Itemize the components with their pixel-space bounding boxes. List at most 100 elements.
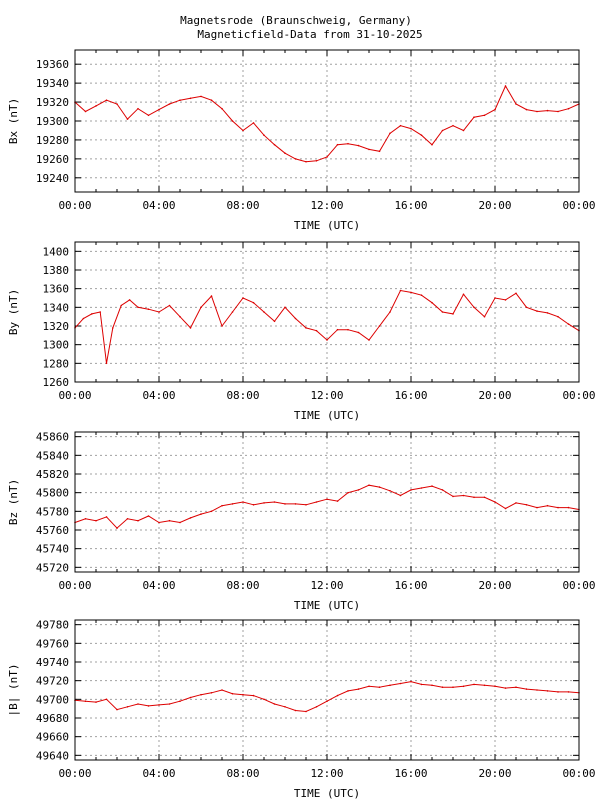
data-point — [567, 506, 570, 509]
data-point — [410, 680, 412, 683]
data-point — [326, 498, 328, 501]
data-point — [441, 489, 444, 491]
y-tick-label: 19360 — [36, 58, 69, 71]
y-tick-label: 45840 — [36, 449, 69, 462]
data-point — [95, 519, 97, 522]
data-point — [368, 339, 370, 341]
y-tick-label: 49780 — [36, 619, 69, 632]
plot-frame — [74, 431, 580, 573]
panel-2: 1260 1280 1300 1320 1340 1360 1380 1400 00:00 04:… — [7, 241, 596, 422]
data-point — [473, 116, 475, 118]
data-point — [410, 489, 412, 491]
data-point — [126, 706, 129, 708]
data-point — [452, 124, 454, 127]
data-point — [105, 99, 108, 101]
data-point — [179, 99, 181, 101]
data-point — [378, 686, 381, 688]
data-point — [536, 310, 538, 312]
data-point — [210, 692, 213, 694]
data-point — [410, 291, 412, 294]
data-point — [431, 684, 433, 687]
data-point — [525, 504, 528, 506]
data-point — [84, 110, 87, 113]
x-tick-label: 16:00 — [394, 767, 427, 780]
data-point — [420, 294, 423, 297]
data-point — [84, 700, 87, 702]
data-point — [431, 301, 433, 304]
data-point — [231, 311, 234, 313]
data-point — [462, 494, 465, 497]
y-tick-label: 49700 — [36, 693, 69, 706]
data-point — [294, 317, 297, 320]
data-point — [158, 704, 160, 706]
y-tick-label: 19240 — [36, 172, 69, 185]
panel-3: 45720 45740 45760 45780 45800 45820 45840 45860… — [7, 431, 596, 612]
x-tick-label: 16:00 — [394, 579, 427, 592]
data-point — [263, 311, 265, 313]
data-point — [410, 127, 412, 130]
y-tick-label: 1320 — [43, 320, 70, 333]
data-point — [389, 132, 391, 135]
data-point — [189, 517, 192, 519]
data-point — [294, 709, 297, 712]
data-point — [504, 687, 507, 689]
data-point — [221, 107, 223, 110]
data-point — [420, 134, 423, 136]
y-tick-label: 1280 — [43, 357, 70, 370]
data-point — [483, 114, 486, 117]
data-point — [273, 501, 276, 503]
data-point — [494, 685, 496, 688]
data-point — [536, 506, 538, 509]
data-point — [168, 519, 171, 522]
data-point — [515, 502, 517, 504]
y-tick-label: 19340 — [36, 77, 69, 90]
y-tick-label: 1400 — [43, 245, 70, 258]
data-point — [389, 490, 391, 492]
x-tick-label: 04:00 — [142, 389, 175, 402]
data-point — [462, 129, 465, 132]
data-point — [284, 152, 286, 154]
data-point — [368, 685, 370, 688]
x-tick-label: 04:00 — [142, 767, 175, 780]
data-point — [399, 682, 402, 685]
plot-frame — [74, 619, 580, 761]
y-tick-label: 19300 — [36, 115, 69, 128]
data-point — [504, 507, 507, 510]
data-point — [494, 297, 496, 299]
data-point — [441, 311, 444, 313]
data-point — [326, 156, 328, 158]
y-tick-label: 19280 — [36, 134, 69, 147]
data-point — [95, 701, 97, 703]
data-point — [263, 698, 265, 701]
data-point — [399, 494, 402, 497]
data-point — [483, 315, 486, 318]
data-point — [252, 504, 255, 506]
data-point — [315, 706, 318, 708]
data-point — [557, 110, 559, 113]
data-point — [357, 144, 360, 147]
data-point — [557, 691, 559, 693]
x-tick-label: 00:00 — [58, 579, 91, 592]
data-point — [315, 160, 318, 162]
data-point — [389, 684, 391, 687]
data-point — [120, 304, 122, 307]
data-point — [284, 706, 286, 708]
y-tick-label: 45780 — [36, 505, 69, 518]
x-tick-label: 20:00 — [478, 389, 511, 402]
x-tick-label: 12:00 — [310, 389, 343, 402]
data-point — [557, 506, 559, 509]
series-line — [74, 484, 580, 529]
y-tick-label: 19320 — [36, 96, 69, 109]
data-point — [389, 311, 391, 313]
data-point — [494, 501, 496, 503]
data-point — [452, 313, 454, 315]
data-point — [483, 496, 486, 499]
data-point — [546, 312, 549, 314]
data-point — [112, 327, 114, 329]
data-point — [431, 143, 433, 146]
data-point — [189, 327, 192, 329]
data-point — [347, 491, 349, 494]
chart-title-line2: Magneticfield-Data from 31-10-2025 — [197, 28, 422, 41]
data-point — [158, 108, 160, 111]
